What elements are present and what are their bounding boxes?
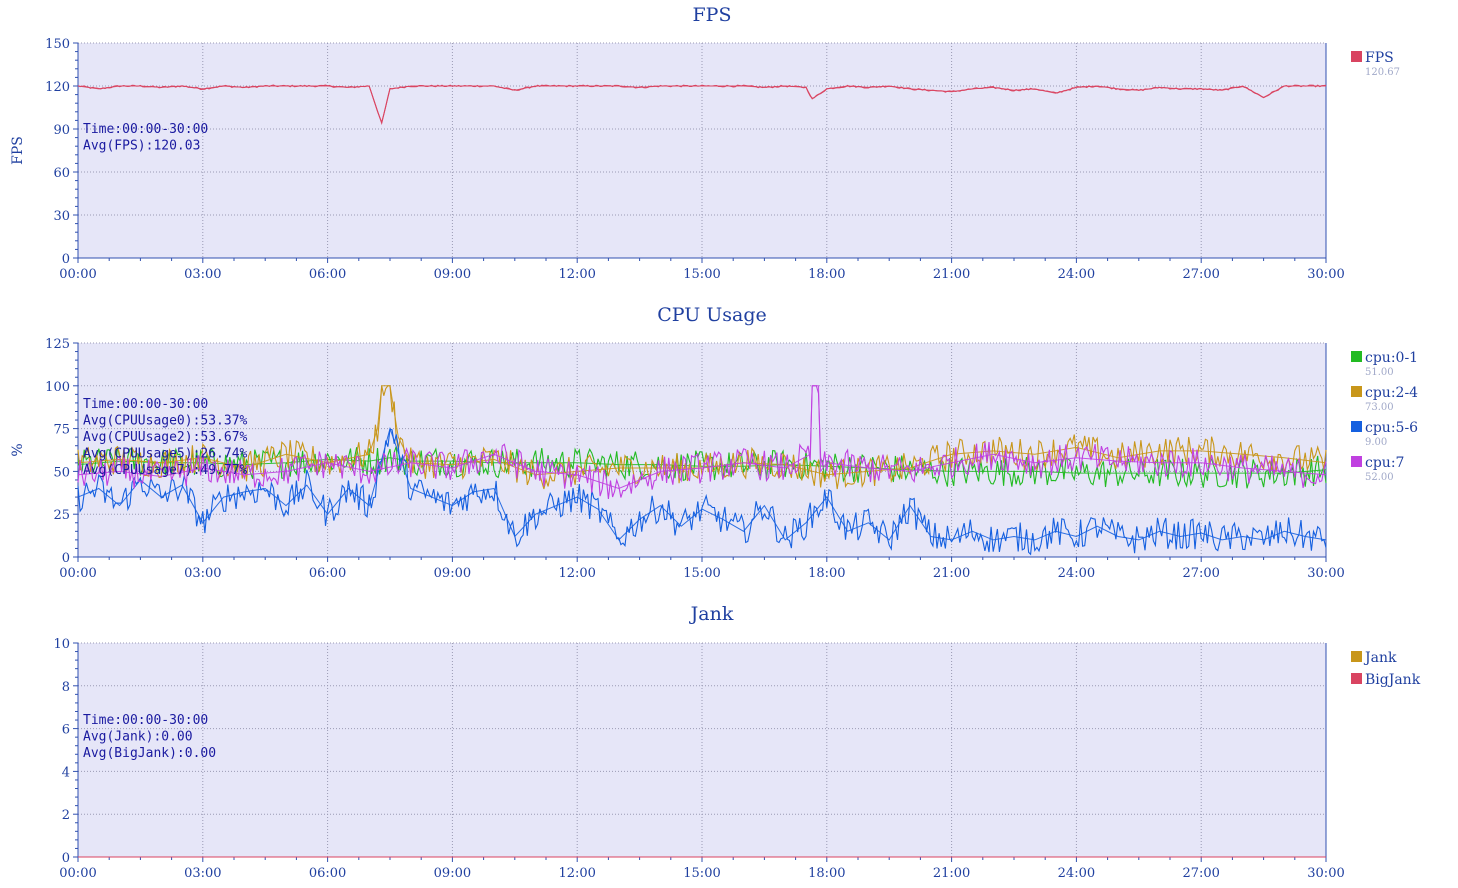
x-tick-label: 03:00 bbox=[184, 267, 221, 282]
y-tick-label: 0 bbox=[62, 551, 70, 566]
x-tick-label: 21:00 bbox=[933, 866, 970, 881]
x-tick-label: 15:00 bbox=[683, 566, 720, 581]
legend-value: 9.00 bbox=[1365, 437, 1387, 448]
y-tick-label: 6 bbox=[62, 723, 70, 738]
legend-label: cpu:0-1 bbox=[1365, 350, 1418, 366]
x-tick-label: 00:00 bbox=[59, 566, 96, 581]
x-tick-label: 03:00 bbox=[184, 866, 221, 881]
x-tick-label: 09:00 bbox=[434, 267, 471, 282]
series-line-4 bbox=[77, 385, 1327, 499]
legend-label: BigJank bbox=[1365, 672, 1421, 688]
y-tick-label: 100 bbox=[45, 380, 70, 395]
legend-swatch bbox=[1351, 351, 1362, 362]
series-data-points-1 bbox=[77, 85, 1326, 126]
plot-area bbox=[78, 643, 1326, 857]
legend-label: FPS bbox=[1365, 50, 1394, 66]
plot-area bbox=[78, 343, 1326, 557]
x-tick-label: 00:00 bbox=[59, 267, 96, 282]
y-tick-label: 2 bbox=[62, 808, 70, 823]
x-tick-label: 21:00 bbox=[933, 267, 970, 282]
summary-info-line: Time:00:00-30:00 bbox=[83, 122, 208, 137]
y-axis-label: % bbox=[10, 443, 26, 456]
legend-value: 73.00 bbox=[1365, 402, 1394, 413]
x-tick-label: 18:00 bbox=[808, 566, 845, 581]
legend-label: Jank bbox=[1363, 650, 1397, 666]
x-tick-label: 06:00 bbox=[309, 566, 346, 581]
series-data-points-3 bbox=[77, 426, 1327, 541]
x-tick-label: 27:00 bbox=[1182, 267, 1219, 282]
cpu-usage-chart-panel: CPU Usage 0 25 50 75 100 125 00:00 03:00 06:00 09:… bbox=[10, 304, 1418, 581]
summary-info-line: Time:00:00-30:00 bbox=[83, 713, 208, 728]
x-tick-label: 09:00 bbox=[434, 566, 471, 581]
series-data-points-4 bbox=[77, 385, 1327, 490]
summary-info-line: Avg(CPUUsage7):49.77% bbox=[83, 463, 248, 478]
y-tick-label: 50 bbox=[53, 465, 70, 480]
plot-area bbox=[78, 43, 1326, 258]
y-tick-label: 8 bbox=[62, 680, 70, 695]
x-tick-label: 27:00 bbox=[1182, 566, 1219, 581]
y-axis-label: FPS bbox=[10, 136, 26, 165]
legend-value: 51.00 bbox=[1365, 367, 1394, 378]
summary-info-line: Time:00:00-30:00 bbox=[83, 397, 208, 412]
x-tick-label: 27:00 bbox=[1182, 866, 1219, 881]
y-tick-label: 120 bbox=[45, 80, 70, 95]
x-tick-label: 06:00 bbox=[309, 267, 346, 282]
x-tick-label: 30:00 bbox=[1307, 566, 1344, 581]
y-tick-label: 0 bbox=[62, 851, 70, 866]
legend-swatch bbox=[1351, 673, 1362, 684]
summary-info-line: Avg(FPS):120.03 bbox=[83, 139, 200, 154]
chart-title: Jank bbox=[689, 603, 734, 625]
x-tick-label: 18:00 bbox=[808, 267, 845, 282]
x-tick-label: 24:00 bbox=[1058, 866, 1095, 881]
y-tick-label: 0 bbox=[62, 252, 70, 267]
y-tick-label: 75 bbox=[53, 423, 70, 438]
legend-swatch bbox=[1351, 456, 1362, 467]
chart-title: CPU Usage bbox=[657, 304, 767, 326]
summary-info-line: Avg(Jank):0.00 bbox=[83, 730, 193, 745]
x-tick-label: 24:00 bbox=[1058, 566, 1095, 581]
x-tick-label: 15:00 bbox=[683, 267, 720, 282]
legend-label: cpu:7 bbox=[1365, 455, 1404, 471]
x-tick-label: 21:00 bbox=[933, 566, 970, 581]
legend-value: 120.67 bbox=[1365, 67, 1400, 78]
x-tick-label: 12:00 bbox=[558, 566, 595, 581]
x-tick-label: 18:00 bbox=[808, 866, 845, 881]
series-data-points-2 bbox=[77, 385, 1327, 476]
summary-info-line: Avg(CPUUsage5):26.74% bbox=[83, 447, 248, 462]
x-tick-label: 12:00 bbox=[558, 866, 595, 881]
summary-info-line: Avg(CPUUsage0):53.37% bbox=[83, 414, 248, 429]
x-tick-label: 24:00 bbox=[1058, 267, 1095, 282]
chart-title: FPS bbox=[693, 4, 732, 26]
fps-chart-panel: FPS 0 30 60 90 120 150 00:00 03:00 06:00 09:00 12:0… bbox=[10, 4, 1400, 282]
y-tick-label: 90 bbox=[53, 123, 70, 138]
y-tick-label: 10 bbox=[53, 637, 70, 652]
x-tick-label: 12:00 bbox=[558, 267, 595, 282]
y-tick-label: 125 bbox=[45, 337, 70, 352]
x-tick-label: 15:00 bbox=[683, 866, 720, 881]
legend-swatch bbox=[1351, 651, 1362, 662]
legend-swatch bbox=[1351, 386, 1362, 397]
summary-info-line: Avg(BigJank):0.00 bbox=[83, 746, 216, 761]
x-tick-label: 03:00 bbox=[184, 566, 221, 581]
x-tick-label: 06:00 bbox=[309, 866, 346, 881]
x-tick-label: 30:00 bbox=[1307, 267, 1344, 282]
legend-swatch bbox=[1351, 51, 1362, 62]
y-tick-label: 25 bbox=[53, 508, 70, 523]
x-tick-label: 09:00 bbox=[434, 866, 471, 881]
y-tick-label: 60 bbox=[53, 166, 70, 181]
x-tick-label: 30:00 bbox=[1307, 866, 1344, 881]
jank-chart-panel: Jank 0 2 4 6 8 10 00:00 03:00 06:00 09:00 12:00 15:0… bbox=[53, 603, 1420, 881]
legend-value: 52.00 bbox=[1365, 472, 1394, 483]
series-line-3 bbox=[77, 428, 1327, 556]
y-tick-label: 150 bbox=[45, 37, 70, 52]
series-line-1 bbox=[77, 446, 1327, 489]
y-tick-label: 4 bbox=[62, 765, 70, 780]
x-tick-label: 00:00 bbox=[59, 866, 96, 881]
legend-label: cpu:2-4 bbox=[1365, 385, 1418, 401]
y-tick-label: 30 bbox=[53, 209, 70, 224]
summary-info-line: Avg(CPUUsage2):53.67% bbox=[83, 430, 248, 445]
legend-swatch bbox=[1351, 421, 1362, 432]
legend-label: cpu:5-6 bbox=[1365, 420, 1418, 436]
